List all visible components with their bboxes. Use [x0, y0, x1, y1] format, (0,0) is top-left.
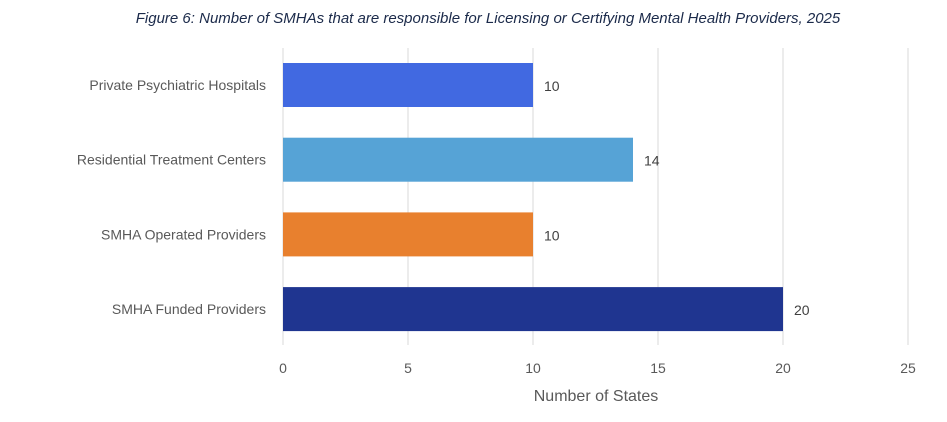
bar	[283, 212, 533, 257]
bar	[283, 63, 533, 107]
bar	[283, 287, 783, 332]
data-label: 10	[544, 78, 560, 94]
x-tick-label: 20	[775, 360, 791, 376]
bars: Private Psychiatric Hospitals 10 Residenti…	[77, 63, 810, 332]
data-label: 20	[794, 302, 810, 318]
chart-title: Figure 6: Number of SMHAs that are respo…	[136, 10, 841, 27]
data-label: 10	[544, 227, 560, 243]
data-label: 14	[644, 153, 660, 169]
x-axis-label: Number of States	[534, 388, 659, 405]
x-tick-label: 10	[525, 360, 541, 376]
x-tick-label: 5	[404, 360, 412, 376]
category-label: SMHA Operated Providers	[101, 226, 266, 242]
category-label: Residential Treatment Centers	[77, 152, 266, 168]
bar	[283, 137, 633, 182]
x-tick-label: 0	[279, 360, 287, 376]
category-label: Private Psychiatric Hospitals	[89, 77, 266, 93]
x-tick-label: 15	[650, 360, 666, 376]
category-label: SMHA Funded Providers	[112, 301, 266, 317]
x-tick-label: 25	[900, 360, 916, 376]
